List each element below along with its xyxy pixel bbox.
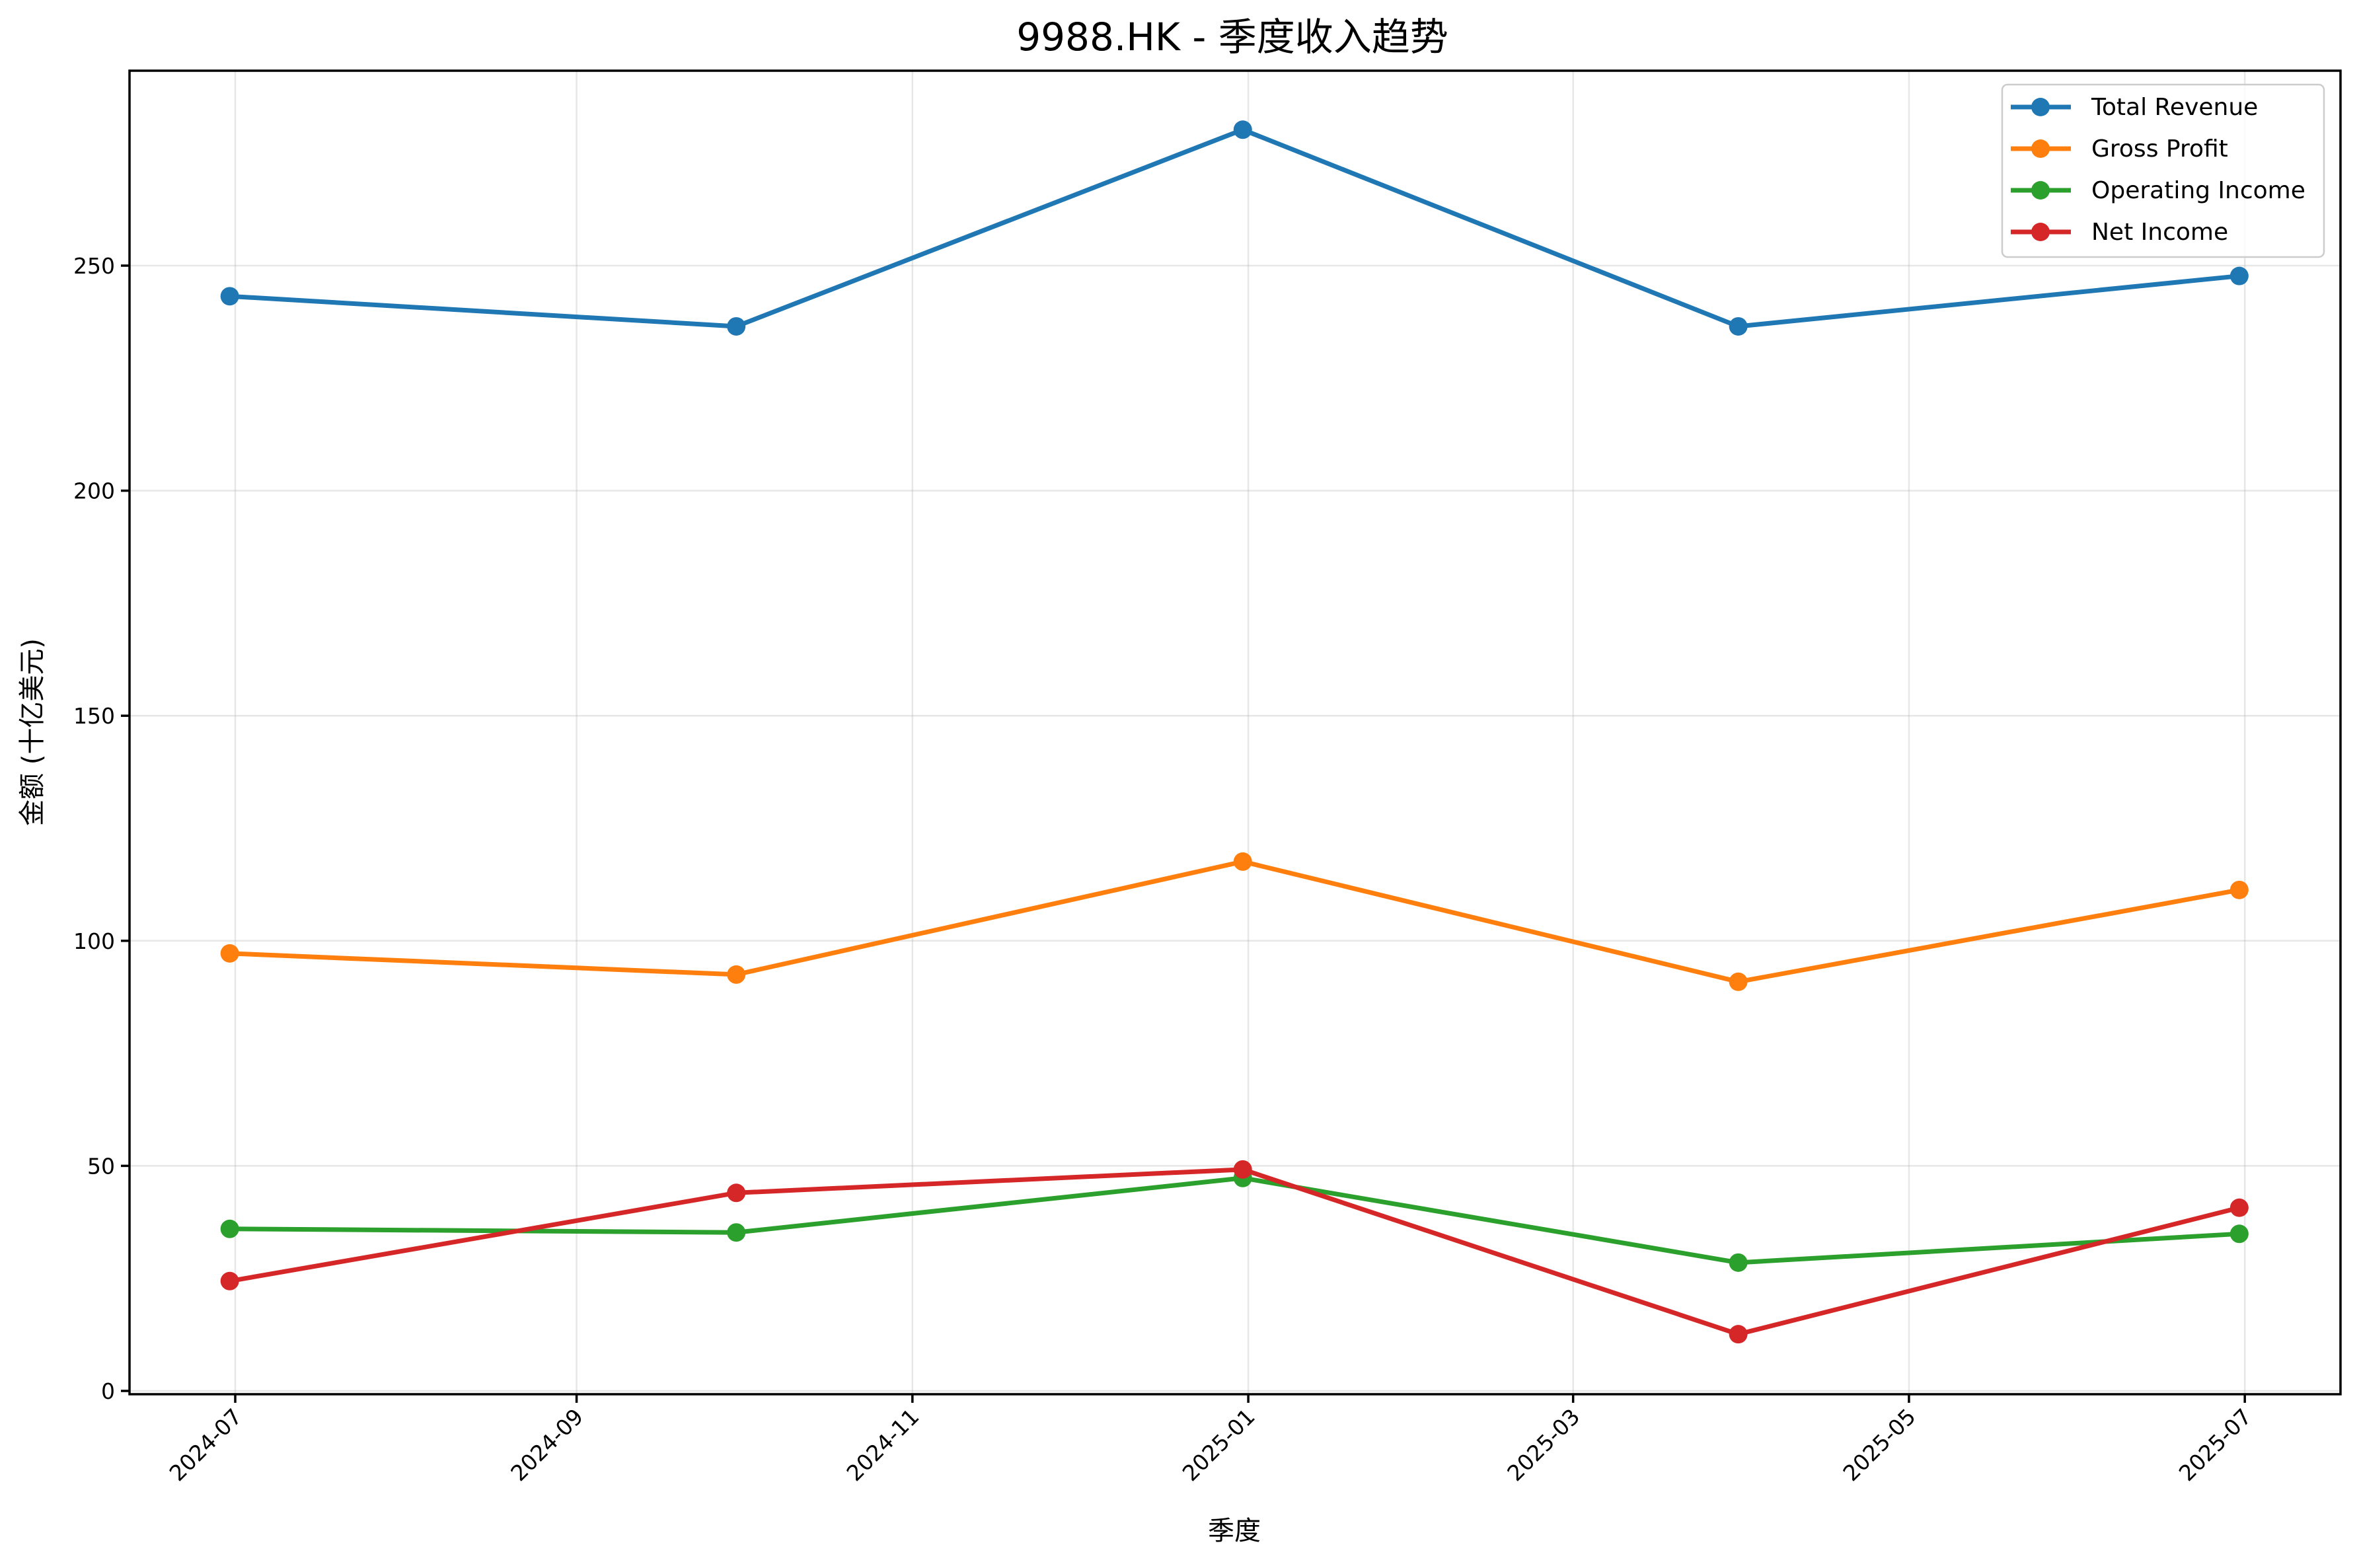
data-point-marker[interactable] <box>220 1271 239 1290</box>
legend-item: Net Income <box>2011 219 2228 246</box>
data-point-marker[interactable] <box>1729 317 1748 336</box>
x-axis-label: 季度 <box>1208 1516 1261 1546</box>
legend-marker-icon <box>2031 181 2050 200</box>
y-tick-label: 50 <box>87 1153 115 1179</box>
legend-marker-icon <box>2031 98 2050 116</box>
y-tick-label: 150 <box>73 703 115 729</box>
data-point-marker[interactable] <box>727 1183 746 1203</box>
series-gross-profit <box>220 852 2249 991</box>
plot-frame <box>128 69 2342 1396</box>
data-point-marker[interactable] <box>2229 1224 2249 1244</box>
data-series <box>220 120 2249 1344</box>
data-point-marker[interactable] <box>1729 1325 1748 1344</box>
legend-item: Total Revenue <box>2011 94 2258 121</box>
y-tick-label: 100 <box>73 928 115 954</box>
legend-item: Gross Profit <box>2011 135 2228 163</box>
legend-item: Operating Income <box>2011 177 2305 204</box>
legend-label: Gross Profit <box>2091 135 2228 163</box>
data-point-marker[interactable] <box>1233 120 1252 139</box>
data-point-marker[interactable] <box>220 1219 239 1238</box>
data-point-marker[interactable] <box>2229 1198 2249 1217</box>
legend-marker-icon <box>2031 139 2050 158</box>
data-point-marker[interactable] <box>1729 1253 1748 1272</box>
data-point-marker[interactable] <box>2229 266 2249 285</box>
chart-title: 9988.HK - 季度收入趋势 <box>1016 15 1448 59</box>
y-axis-label: 金额 (十亿美元) <box>17 638 48 826</box>
data-point-marker[interactable] <box>727 317 746 336</box>
data-point-marker[interactable] <box>220 287 239 306</box>
legend: Total Revenue Gross Profit Operating Incom… <box>2001 83 2325 258</box>
data-point-marker[interactable] <box>727 965 746 984</box>
series-total-revenue <box>220 120 2249 336</box>
data-point-marker[interactable] <box>1729 972 1748 991</box>
y-axis-ticks: 0 50 100 150 200 250 <box>73 253 130 1404</box>
y-tick-label: 200 <box>73 478 115 504</box>
legend-marker-icon <box>2031 223 2050 241</box>
legend-box <box>2001 83 2325 258</box>
legend-label: Total Revenue <box>2091 94 2258 121</box>
y-tick-label: 0 <box>101 1378 115 1404</box>
data-point-marker[interactable] <box>1233 852 1252 871</box>
data-point-marker[interactable] <box>1233 1160 1252 1179</box>
data-point-marker[interactable] <box>220 944 239 963</box>
data-point-marker[interactable] <box>2229 880 2249 899</box>
y-tick-label: 250 <box>73 253 115 279</box>
series-net-income <box>220 1160 2249 1344</box>
data-point-marker[interactable] <box>727 1223 746 1242</box>
legend-label: Net Income <box>2091 219 2228 246</box>
legend-label: Operating Income <box>2091 177 2305 204</box>
